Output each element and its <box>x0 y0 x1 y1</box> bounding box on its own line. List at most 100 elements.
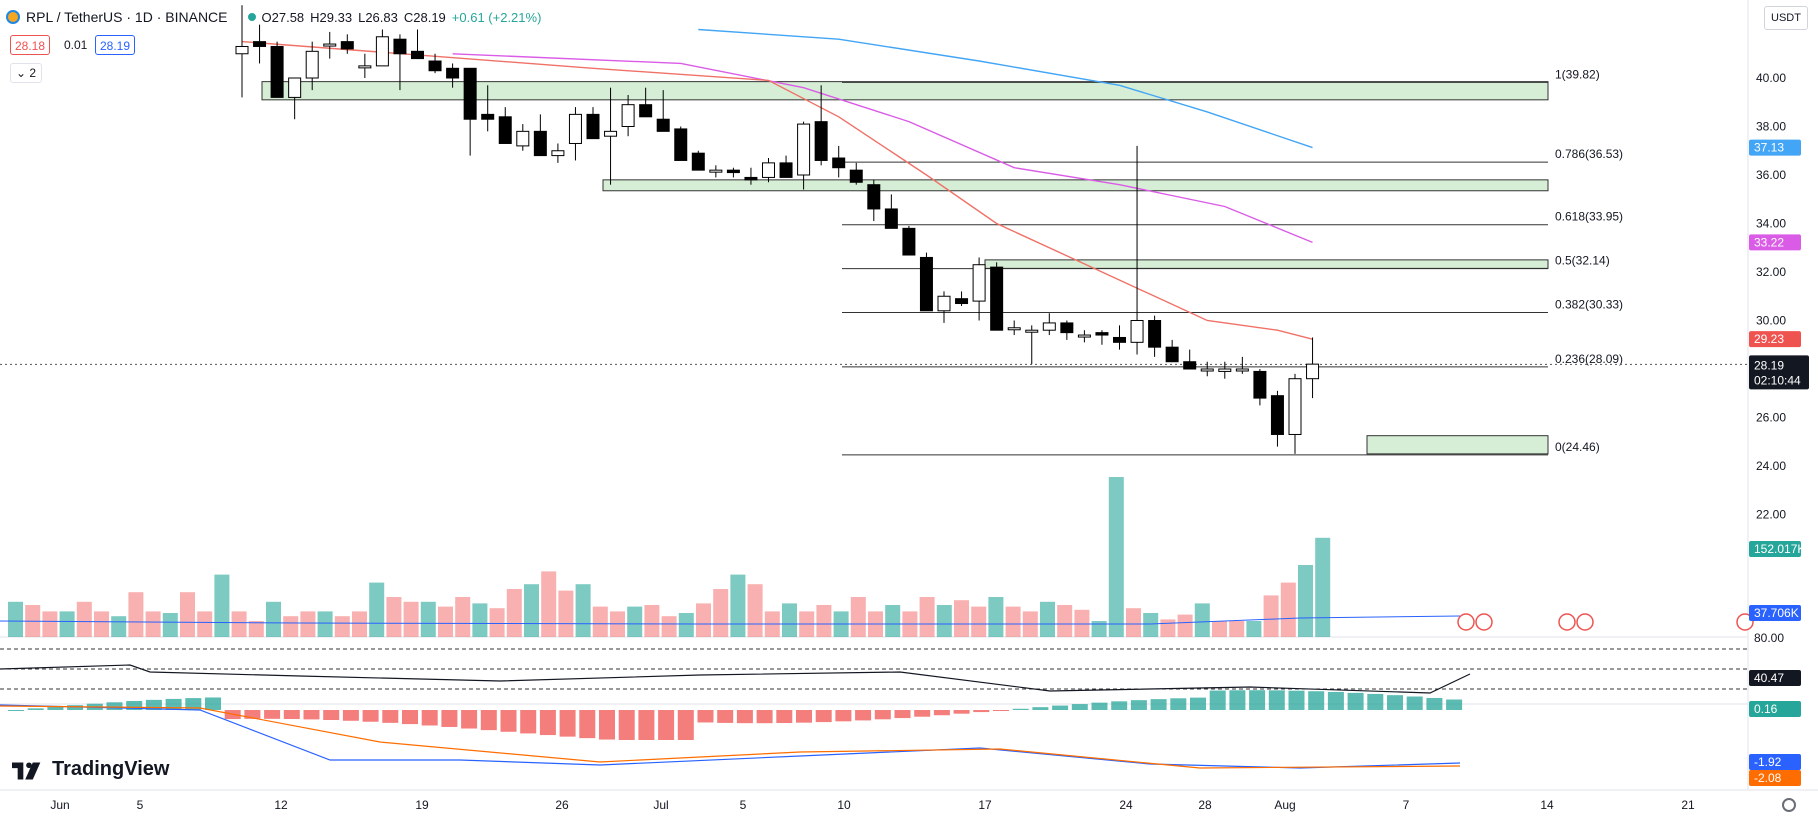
time-axis-label: 24 <box>1119 798 1133 812</box>
support-resistance-zone[interactable] <box>1366 435 1549 455</box>
candle[interactable] <box>1253 370 1267 399</box>
macd-histogram-bar <box>1268 690 1285 710</box>
candle[interactable] <box>1288 378 1302 435</box>
candle[interactable] <box>1306 363 1320 380</box>
candle[interactable] <box>937 295 951 312</box>
candle[interactable] <box>849 169 863 183</box>
candle[interactable] <box>1218 368 1232 372</box>
candle[interactable] <box>586 113 600 140</box>
candle[interactable] <box>639 104 653 118</box>
candle[interactable] <box>1235 368 1249 372</box>
candle[interactable] <box>832 157 846 169</box>
volume-bar <box>1246 621 1262 637</box>
macd-histogram-bar <box>126 701 143 710</box>
candle[interactable] <box>919 256 933 312</box>
candle[interactable] <box>709 169 723 173</box>
macd-histogram-bar <box>1327 691 1344 710</box>
gear-icon[interactable] <box>1782 798 1796 812</box>
candle[interactable] <box>621 104 635 128</box>
candle[interactable] <box>253 41 267 47</box>
volume-bar <box>954 600 969 637</box>
candle[interactable] <box>762 162 775 178</box>
buy-price-button[interactable]: 28.19 <box>95 35 136 55</box>
candle[interactable] <box>867 184 881 210</box>
candle[interactable] <box>990 266 1004 331</box>
rsi-level-tick: 80.00 <box>1754 631 1784 645</box>
macd-tag: -1.92 <box>1754 755 1782 769</box>
candle[interactable] <box>288 77 302 98</box>
candle[interactable] <box>797 123 811 176</box>
candle[interactable] <box>604 130 618 137</box>
candle[interactable] <box>393 38 407 55</box>
volume-bar <box>420 601 436 637</box>
candle[interactable] <box>902 227 916 256</box>
candle[interactable] <box>691 152 705 171</box>
candle[interactable] <box>1148 320 1162 348</box>
high-value: H29.33 <box>310 9 353 25</box>
candle[interactable] <box>411 50 424 60</box>
candle[interactable] <box>744 176 758 181</box>
volume-bar <box>696 603 711 637</box>
candle[interactable] <box>358 65 372 69</box>
candle[interactable] <box>463 67 477 120</box>
candle[interactable] <box>340 41 354 50</box>
last-price-tag-bg <box>1749 355 1809 390</box>
candle[interactable] <box>779 162 793 178</box>
candle[interactable] <box>674 128 688 161</box>
candle[interactable] <box>551 150 565 157</box>
us-flag-event-icon[interactable] <box>1576 613 1594 631</box>
candle[interactable] <box>656 118 670 132</box>
candle[interactable] <box>305 50 319 79</box>
price-axis-tick: 30.00 <box>1756 314 1786 328</box>
candle[interactable] <box>1095 332 1109 336</box>
indicators-toggle-button[interactable]: ⌄ 2 <box>10 63 42 83</box>
candle[interactable] <box>428 60 442 72</box>
candle[interactable] <box>323 43 337 47</box>
candle[interactable] <box>568 113 582 144</box>
candle[interactable] <box>955 298 969 305</box>
candle[interactable] <box>235 45 249 55</box>
us-flag-event-icon[interactable] <box>1475 613 1493 631</box>
candle[interactable] <box>446 67 460 79</box>
us-flag-event-icon[interactable] <box>1457 613 1475 631</box>
candle[interactable] <box>1165 346 1179 363</box>
us-flag-event-icon[interactable] <box>1558 613 1576 631</box>
candle[interactable] <box>1130 320 1144 343</box>
candle[interactable] <box>1025 329 1039 333</box>
candle[interactable] <box>1060 322 1074 334</box>
candle[interactable] <box>1200 368 1214 372</box>
currency-selector[interactable]: USDT <box>1764 6 1808 30</box>
candle[interactable] <box>814 121 828 161</box>
candle[interactable] <box>1270 395 1284 435</box>
tradingview-logo[interactable]: TradingView <box>12 758 169 781</box>
candle[interactable] <box>1113 336 1126 343</box>
macd-histogram-bar <box>796 710 812 723</box>
support-resistance-zone[interactable] <box>984 259 1549 269</box>
support-resistance-zone[interactable] <box>261 81 1549 101</box>
close-value: C28.19 <box>403 9 446 25</box>
candle[interactable] <box>1077 334 1091 338</box>
candle[interactable] <box>270 45 284 98</box>
candle[interactable] <box>884 208 898 229</box>
candle[interactable] <box>726 169 740 174</box>
candle[interactable] <box>375 36 389 67</box>
time-axis-label: Jun <box>50 798 69 812</box>
candle[interactable] <box>1042 322 1056 331</box>
candle[interactable] <box>533 130 547 157</box>
candle[interactable] <box>972 264 986 302</box>
candle[interactable] <box>481 113 495 120</box>
volume-bar <box>1298 565 1313 637</box>
candle[interactable] <box>1007 327 1021 331</box>
volume-bar <box>919 597 935 637</box>
candle[interactable] <box>1183 361 1197 370</box>
volume-bar <box>8 601 23 637</box>
sell-price-button[interactable]: 28.18 <box>10 35 51 55</box>
support-resistance-zone[interactable] <box>602 179 1549 192</box>
symbol-title[interactable]: RPL / TetherUS · 1D · BINANCE <box>26 9 228 25</box>
candle[interactable] <box>498 116 512 144</box>
volume-bar <box>678 613 694 637</box>
fib-level-label: 0.618(33.95) <box>1555 210 1623 224</box>
candle[interactable] <box>516 130 530 147</box>
volume-bar <box>76 601 92 637</box>
